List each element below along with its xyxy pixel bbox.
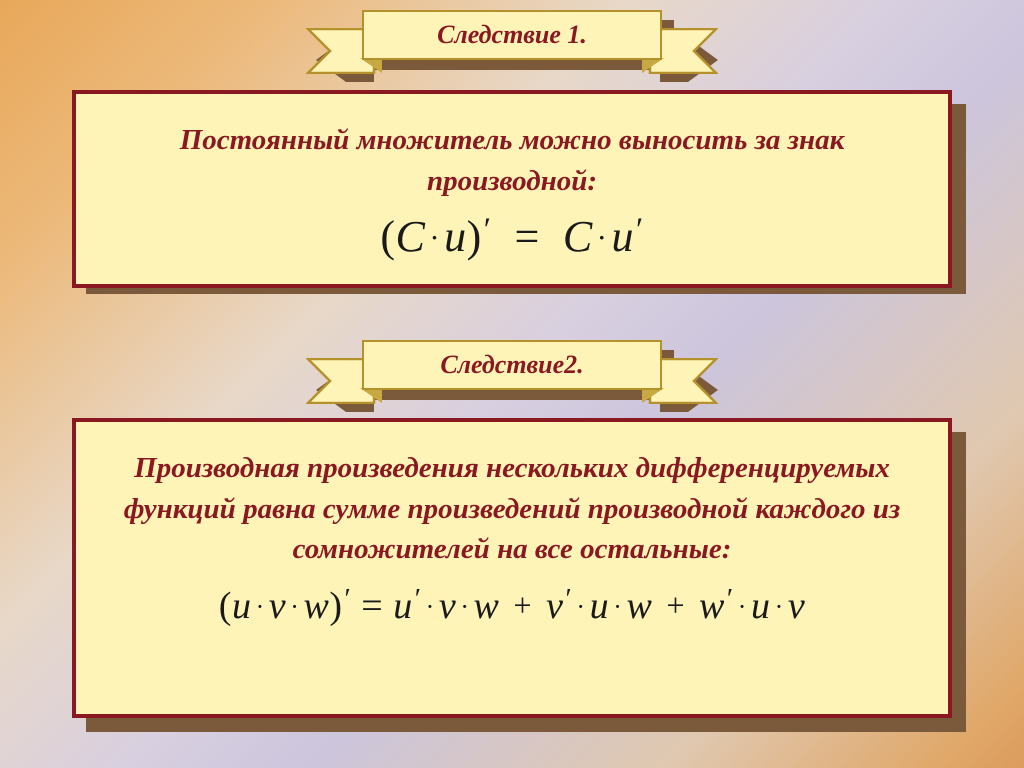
banner-fold-left <box>360 58 382 73</box>
card-1: Постоянный множитель можно выносить за з… <box>72 90 952 288</box>
card-body: Постоянный множитель можно выносить за з… <box>72 90 952 288</box>
banner-fold-right <box>642 58 664 73</box>
formula-1: (C·u)′ = C·u′ <box>116 211 908 262</box>
banner-fold-left <box>360 388 382 403</box>
statement-1: Постоянный множитель можно выносить за з… <box>116 120 908 201</box>
banner-2: Следствие2. <box>362 340 662 390</box>
banner-title-2: Следствие2. <box>440 350 583 380</box>
banner-fold-right <box>642 388 664 403</box>
banner-body: Следствие2. <box>362 340 662 390</box>
formula-2: (u·v·w)′ = u′·v·w + v′·u·w + w′·u·v <box>116 584 908 628</box>
banner-title-1: Следствие 1. <box>437 20 587 50</box>
card-2: Производная произведения нескольких дифф… <box>72 418 952 718</box>
banner-1: Следствие 1. <box>362 10 662 60</box>
card-body: Производная произведения нескольких дифф… <box>72 418 952 718</box>
statement-2: Производная произведения нескольких дифф… <box>116 448 908 570</box>
banner-body: Следствие 1. <box>362 10 662 60</box>
